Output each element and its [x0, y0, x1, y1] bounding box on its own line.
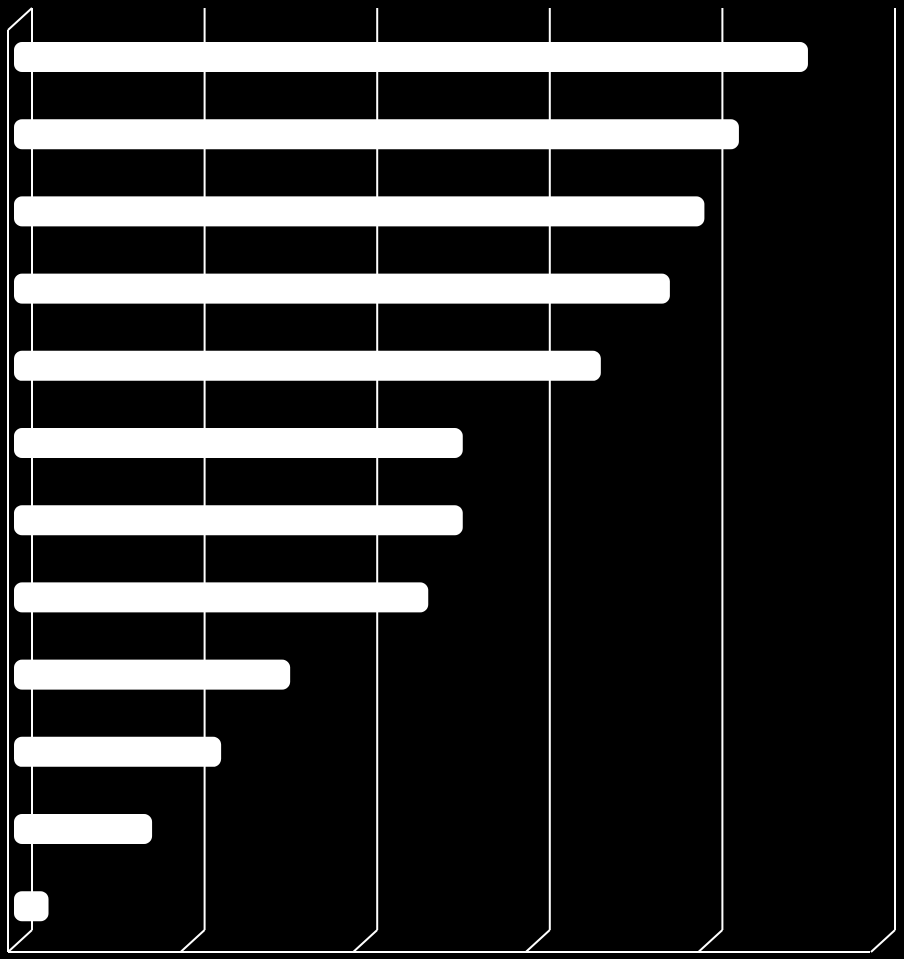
floor-grid-line	[7, 929, 33, 953]
floor-grid-line	[179, 929, 206, 953]
bar	[14, 814, 153, 844]
bar	[14, 736, 222, 767]
floor-grid-line	[352, 929, 378, 953]
floor-grid-line	[525, 929, 551, 953]
bar	[14, 196, 705, 227]
wall-top-edge	[7, 7, 33, 31]
bar	[14, 428, 463, 458]
bar	[14, 582, 429, 613]
bar	[14, 42, 808, 72]
bar	[14, 119, 739, 150]
bar	[14, 350, 601, 381]
bar	[14, 891, 49, 922]
floor-grid-line	[697, 929, 724, 953]
floor-grid-line	[870, 929, 896, 953]
bar	[14, 273, 670, 304]
bar	[14, 505, 463, 536]
bar	[14, 659, 291, 690]
